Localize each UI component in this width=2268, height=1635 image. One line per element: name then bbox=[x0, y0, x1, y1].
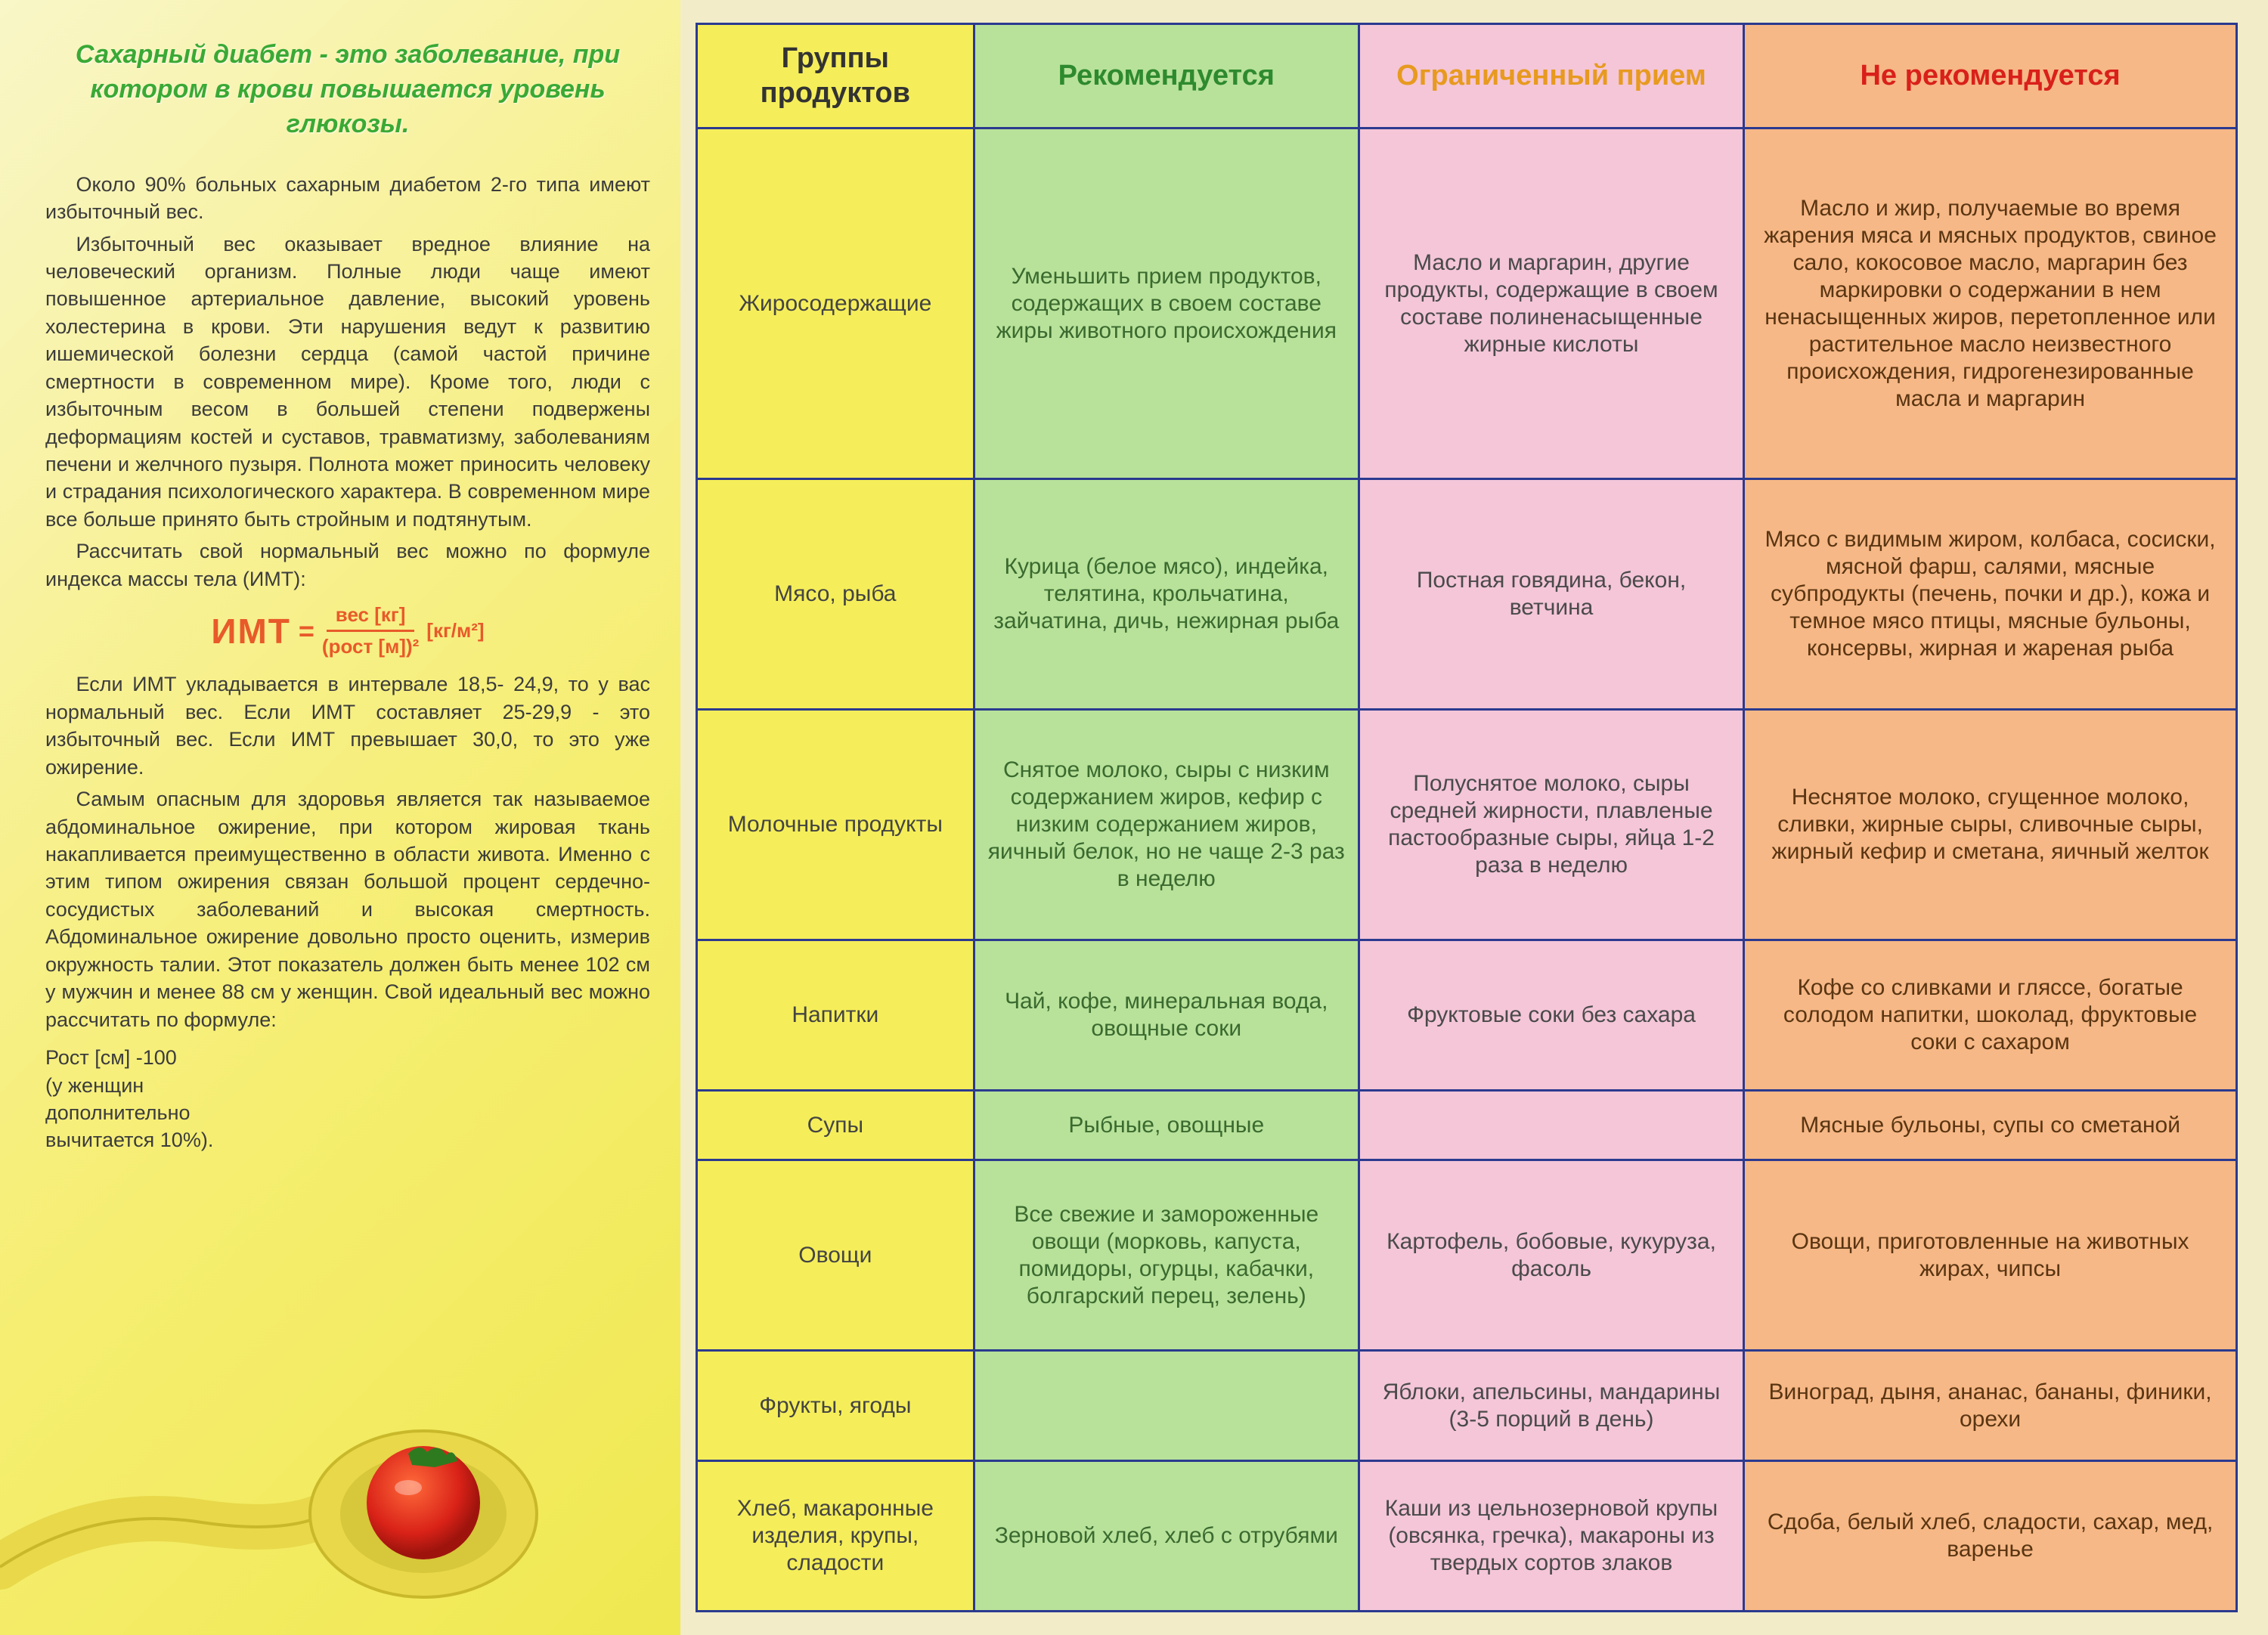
tomato-tape-image bbox=[0, 1355, 680, 1620]
food-table: Группы продуктов Рекомендуется Ограничен… bbox=[696, 23, 2238, 1612]
paragraph-4: Если ИМТ укладывается в интервале 18,5- … bbox=[45, 670, 650, 781]
cell-group: Фрукты, ягоды bbox=[697, 1351, 974, 1461]
paragraph-6: Рост [см] -100 (у женщин дополнительно в… bbox=[45, 1044, 363, 1154]
paragraph-3: Рассчитать свой нормальный вес можно по … bbox=[45, 537, 650, 593]
cell-group: Супы bbox=[697, 1090, 974, 1160]
cell-lim: Постная говядина, бекон, ветчина bbox=[1359, 479, 1743, 710]
right-panel: Группы продуктов Рекомендуется Ограничен… bbox=[680, 0, 2268, 1635]
table-row: Хлеб, макаронные изделия, крупы, сладост… bbox=[697, 1461, 2237, 1612]
cell-lim: Каши из цельнозерновой крупы (овсянка, г… bbox=[1359, 1461, 1743, 1612]
cell-not: Мясные бульоны, супы со сметаной bbox=[1744, 1090, 2237, 1160]
th-recommended: Рекомендуется bbox=[974, 24, 1359, 129]
formula-fraction: вес [кг] (рост [м])² bbox=[322, 602, 419, 660]
formula-denominator: (рост [м])² bbox=[322, 632, 419, 660]
paragraph-2: Избыточный вес оказывает вредное влияние… bbox=[45, 231, 650, 534]
cell-rec: Уменьшить прием продуктов, содержащих в … bbox=[974, 129, 1359, 479]
cell-lim: Полуснятое молоко, сыры средней жирности… bbox=[1359, 710, 1743, 940]
bmi-formula: ИМТ = вес [кг] (рост [м])² [кг/м²] bbox=[45, 602, 650, 660]
cell-rec: Все свежие и замороженные овощи (морковь… bbox=[974, 1160, 1359, 1351]
table-row: Молочные продуктыСнятое молоко, сыры с н… bbox=[697, 710, 2237, 940]
page-title: Сахарный диабет - это заболевание, при к… bbox=[45, 38, 650, 142]
cell-group: Хлеб, макаронные изделия, крупы, сладост… bbox=[697, 1461, 974, 1612]
cell-not: Неснятое молоко, сгущенное молоко, сливк… bbox=[1744, 710, 2237, 940]
cell-lim: Масло и маргарин, другие продукты, содер… bbox=[1359, 129, 1743, 479]
cell-not: Мясо с видимым жиром, колбаса, сосиски, … bbox=[1744, 479, 2237, 710]
table-row: Фрукты, ягоды Яблоки, апельсины, мандарин… bbox=[697, 1351, 2237, 1461]
formula-lhs: ИМТ bbox=[211, 608, 290, 655]
table-header-row: Группы продуктов Рекомендуется Ограничен… bbox=[697, 24, 2237, 129]
table-row: ОвощиВсе свежие и замороженные овощи (мо… bbox=[697, 1160, 2237, 1351]
cell-lim: Фруктовые соки без сахара bbox=[1359, 940, 1743, 1090]
cell-group: Жиросодержащие bbox=[697, 129, 974, 479]
cell-rec: Зерновой хлеб, хлеб с отрубями bbox=[974, 1461, 1359, 1612]
cell-rec bbox=[974, 1351, 1359, 1461]
cell-group: Молочные продукты bbox=[697, 710, 974, 940]
th-not-recommended: Не рекомендуется bbox=[1744, 24, 2237, 129]
th-limited: Ограниченный прием bbox=[1359, 24, 1743, 129]
cell-group: Напитки bbox=[697, 940, 974, 1090]
cell-lim bbox=[1359, 1090, 1743, 1160]
cell-rec: Чай, кофе, минеральная вода, овощные сок… bbox=[974, 940, 1359, 1090]
table-row: СупыРыбные, овощные Мясные бульоны, супы … bbox=[697, 1090, 2237, 1160]
cell-group: Овощи bbox=[697, 1160, 974, 1351]
cell-lim: Яблоки, апельсины, мандарины (3-5 порций… bbox=[1359, 1351, 1743, 1461]
table-row: НапиткиЧай, кофе, минеральная вода, овощ… bbox=[697, 940, 2237, 1090]
cell-group: Мясо, рыба bbox=[697, 479, 974, 710]
formula-unit: [кг/м²] bbox=[426, 618, 484, 644]
paragraph-5: Самым опасным для здоровья является так … bbox=[45, 785, 650, 1033]
cell-not: Масло и жир, получаемые во время жарения… bbox=[1744, 129, 2237, 479]
formula-numerator: вес [кг] bbox=[327, 602, 415, 632]
cell-not: Виноград, дыня, ананас, бананы, финики, … bbox=[1744, 1351, 2237, 1461]
cell-rec: Рыбные, овощные bbox=[974, 1090, 1359, 1160]
table-row: Мясо, рыбаКурица (белое мясо), индейка, … bbox=[697, 479, 2237, 710]
cell-rec: Курица (белое мясо), индейка, телятина, … bbox=[974, 479, 1359, 710]
paragraph-1: Около 90% больных сахарным диабетом 2-го… bbox=[45, 171, 650, 226]
body-text: Около 90% больных сахарным диабетом 2-го… bbox=[45, 171, 650, 1154]
cell-not: Овощи, приготовленные на животных жирах,… bbox=[1744, 1160, 2237, 1351]
cell-not: Сдоба, белый хлеб, сладости, сахар, мед,… bbox=[1744, 1461, 2237, 1612]
left-panel: Сахарный диабет - это заболевание, при к… bbox=[0, 0, 680, 1635]
th-group: Группы продуктов bbox=[697, 24, 974, 129]
cell-lim: Картофель, бобовые, кукуруза, фасоль bbox=[1359, 1160, 1743, 1351]
cell-not: Кофе со сливками и гляссе, богатые солод… bbox=[1744, 940, 2237, 1090]
formula-eq: = bbox=[299, 613, 314, 650]
table-row: ЖиросодержащиеУменьшить прием продуктов,… bbox=[697, 129, 2237, 479]
cell-rec: Снятое молоко, сыры с низким содержанием… bbox=[974, 710, 1359, 940]
